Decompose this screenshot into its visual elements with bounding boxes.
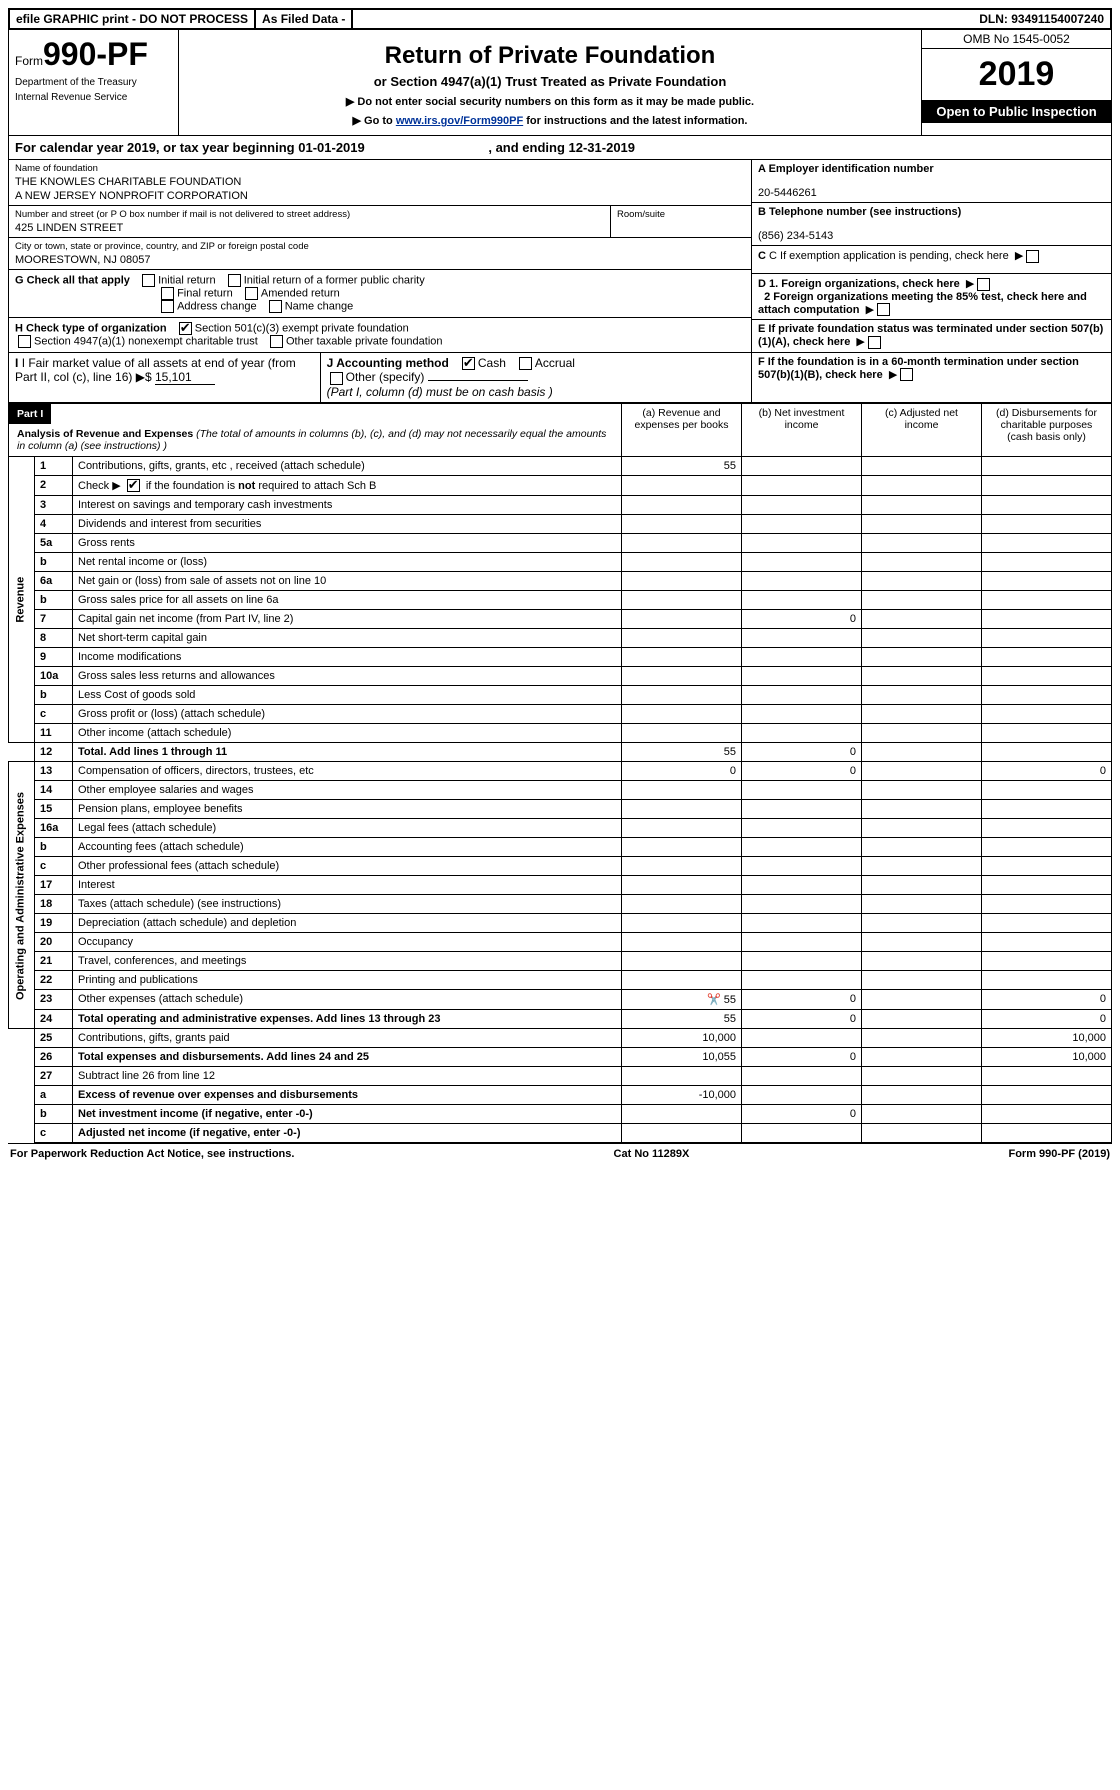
header-center: Return of Private Foundation or Section … <box>179 30 921 135</box>
part1-table: Part I Analysis of Revenue and Expenses … <box>8 403 1112 1144</box>
col-d-header: (d) Disbursements for charitable purpose… <box>982 403 1112 456</box>
form-number: 990-PF <box>43 36 148 72</box>
irs-link[interactable]: www.irs.gov/Form990PF <box>396 115 523 127</box>
chk-other-method[interactable] <box>330 372 343 385</box>
chk-name-change[interactable] <box>269 300 282 313</box>
header-left: Form990-PF Department of the Treasury In… <box>9 30 179 135</box>
form-subtitle: or Section 4947(a)(1) Trust Treated as P… <box>191 74 909 89</box>
chk-d1[interactable] <box>977 278 990 291</box>
attachment-icon[interactable]: ✂️ <box>707 994 721 1006</box>
g-checkboxes: G Check all that apply Initial return In… <box>9 270 751 318</box>
efile-notice: efile GRAPHIC print - DO NOT PROCESS <box>10 10 256 28</box>
city-state-zip: City or town, state or province, country… <box>9 238 751 270</box>
c-exemption-pending: C C If exemption application is pending,… <box>752 246 1111 274</box>
revenue-side-label: Revenue <box>9 456 35 743</box>
chk-501c3[interactable] <box>179 322 192 335</box>
calendar-year-row: For calendar year 2019, or tax year begi… <box>8 136 1112 160</box>
ein-block: A Employer identification number 20-5446… <box>752 160 1111 203</box>
chk-address-change[interactable] <box>161 300 174 313</box>
col-a-header: (a) Revenue and expenses per books <box>622 403 742 456</box>
dept-irs: Internal Revenue Service <box>15 92 172 103</box>
header-right: OMB No 1545-0052 2019 Open to Public Ins… <box>921 30 1111 135</box>
fmv-assets: I I Fair market value of all assets at e… <box>9 353 321 402</box>
dept-treasury: Department of the Treasury <box>15 77 172 88</box>
col-b-header: (b) Net investment income <box>742 403 862 456</box>
chk-amended-return[interactable] <box>245 287 258 300</box>
chk-f[interactable] <box>900 368 913 381</box>
chk-schb[interactable] <box>127 479 140 492</box>
chk-e[interactable] <box>868 336 881 349</box>
instr-ssn: ▶ Do not enter social security numbers o… <box>191 95 909 108</box>
col-c-header: (c) Adjusted net income <box>862 403 982 456</box>
h-org-type: H Check type of organization Section 501… <box>9 318 751 353</box>
chk-d2[interactable] <box>877 303 890 316</box>
chk-initial-former[interactable] <box>228 274 241 287</box>
street-address: Number and street (or P O box number if … <box>9 206 611 237</box>
dln: DLN: 93491154007240 <box>973 10 1110 28</box>
phone-block: B Telephone number (see instructions) (8… <box>752 203 1111 246</box>
e-status-terminated: E If private foundation status was termi… <box>752 320 1111 353</box>
chk-final-return[interactable] <box>161 287 174 300</box>
f-60-month: F If the foundation is in a 60-month ter… <box>752 353 1111 385</box>
form-title: Return of Private Foundation <box>191 42 909 70</box>
page-footer: For Paperwork Reduction Act Notice, see … <box>8 1143 1112 1164</box>
accounting-method: J Accounting method Cash Accrual Other (… <box>321 353 751 402</box>
paperwork-notice: For Paperwork Reduction Act Notice, see … <box>10 1148 294 1160</box>
tax-year: 2019 <box>922 49 1111 100</box>
foundation-name: Name of foundation THE KNOWLES CHARITABL… <box>9 160 751 206</box>
chk-other-taxable[interactable] <box>270 335 283 348</box>
form-header: Form990-PF Department of the Treasury In… <box>8 30 1112 136</box>
chk-accrual[interactable] <box>519 357 532 370</box>
chk-4947a1[interactable] <box>18 335 31 348</box>
top-bar: efile GRAPHIC print - DO NOT PROCESS As … <box>8 8 1112 30</box>
form-ref: Form 990-PF (2019) <box>1008 1148 1110 1160</box>
entity-info: Name of foundation THE KNOWLES CHARITABL… <box>8 160 1112 403</box>
expense-side-label: Operating and Administrative Expenses <box>9 762 35 1029</box>
chk-initial-return[interactable] <box>142 274 155 287</box>
omb-number: OMB No 1545-0052 <box>922 30 1111 49</box>
d-foreign-org: D 1. Foreign organizations, check here ▶… <box>752 274 1111 320</box>
as-filed: As Filed Data - <box>256 10 353 28</box>
room-suite: Room/suite <box>611 206 751 237</box>
chk-c[interactable] <box>1026 250 1039 263</box>
part1-label: Part I <box>9 404 51 424</box>
chk-cash[interactable] <box>462 357 475 370</box>
open-to-public: Open to Public Inspection <box>922 100 1111 123</box>
cat-no: Cat No 11289X <box>614 1148 690 1160</box>
form-prefix: Form <box>15 54 43 68</box>
instr-goto: ▶ Go to www.irs.gov/Form990PF for instru… <box>191 114 909 127</box>
